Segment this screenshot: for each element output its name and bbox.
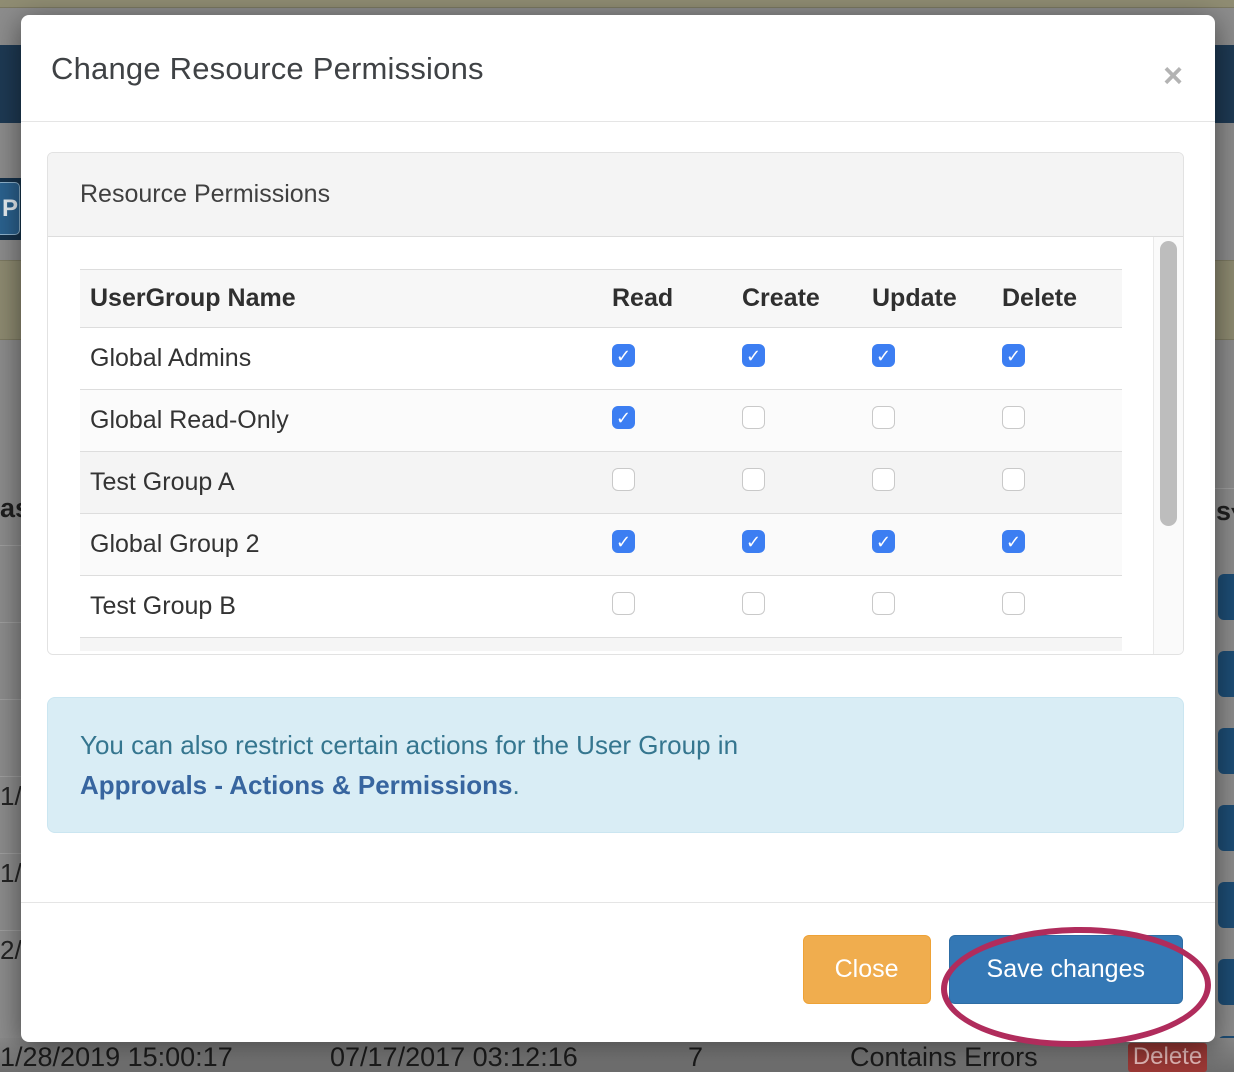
create-checkbox[interactable] [742,529,765,553]
delete-checkbox[interactable] [1002,591,1025,615]
background-action-button-fragment [1218,574,1234,620]
info-text: You can also restrict certain actions fo… [80,730,739,760]
create-checkbox[interactable] [742,405,765,429]
scrollbar-thumb[interactable] [1160,241,1177,526]
background-action-button-fragment [1218,882,1234,928]
approvals-actions-permissions-link: Approvals - Actions & Permissions [80,770,513,800]
permissions-table-body: Global Admins Global Read-Only [80,328,1122,638]
background-publish-button-fragment: Pu [0,182,20,235]
update-checkbox[interactable] [872,405,895,429]
dialog-body: Resource Permissions UserGroup Name Read… [21,122,1215,833]
dialog-header: Change Resource Permissions × [21,15,1215,122]
usergroup-name: Global Admins [90,344,252,372]
header-text-fragment: s [1216,496,1232,526]
dialog-footer: Close Save changes [21,902,1215,1026]
create-checkbox[interactable] [742,343,765,367]
panel-scroll-area[interactable]: UserGroup Name Read Create Update Delete… [48,237,1183,654]
read-checkbox[interactable] [612,343,635,367]
background-row-divider [0,699,21,700]
create-checkbox[interactable] [742,467,765,491]
background-action-button-fragment [1218,805,1234,851]
table-row: Test Group A [80,452,1122,514]
background-cell-date-imported: 07/17/2017 03:12:16 [330,1042,578,1072]
create-checkbox[interactable] [742,591,765,615]
table-header-row: UserGroup Name Read Create Update Delete [80,270,1122,328]
resource-permissions-panel: Resource Permissions UserGroup Name Read… [47,152,1184,655]
table-row: Global Group 2 [80,514,1122,576]
permissions-table: UserGroup Name Read Create Update Delete… [80,269,1122,638]
delete-checkbox[interactable] [1002,529,1025,553]
column-header-usergroup-name: UserGroup Name [90,284,296,312]
close-icon[interactable]: × [1163,57,1183,95]
delete-checkbox[interactable] [1002,343,1025,367]
sort-icon: ▾ [1231,501,1234,521]
column-header-create: Create [742,284,820,312]
background-row-divider [0,930,21,931]
delete-checkbox[interactable] [1002,405,1025,429]
read-checkbox[interactable] [612,405,635,429]
background-action-button-fragment [1218,651,1234,697]
background-row-divider [0,776,21,777]
background-table-row: 1/28/2019 15:00:17 07/17/2017 03:12:16 7… [0,1038,1234,1072]
background-top-strip [0,0,1234,8]
usergroup-name: Test Group B [90,592,236,620]
background-row-divider [1215,488,1234,489]
info-suffix: . [512,770,520,800]
background-action-button-fragment [1218,959,1234,1005]
scrollbar-track[interactable] [1153,237,1183,654]
panel-title: Resource Permissions [48,153,1183,237]
update-checkbox[interactable] [872,529,895,553]
background-cell-date-created: 1/28/2019 15:00:17 [0,1042,233,1072]
background-column-header-fragment-right: s▾ [1216,496,1234,527]
table-row: Test Group B [80,576,1122,638]
update-checkbox[interactable] [872,343,895,367]
usergroup-name: Global Read-Only [90,406,289,434]
update-checkbox[interactable] [872,467,895,491]
read-checkbox[interactable] [612,591,635,615]
delete-checkbox[interactable] [1002,467,1025,491]
read-checkbox[interactable] [612,529,635,553]
info-callout: You can also restrict certain actions fo… [47,697,1184,833]
background-date-fragment: 2/ [0,935,22,965]
background-cell-count: 7 [688,1042,704,1072]
dialog-title: Change Resource Permissions [51,51,484,86]
table-row-partial [80,638,1122,651]
save-changes-button[interactable]: Save changes [948,935,1183,1004]
table-row: Global Admins [80,328,1122,390]
background-cell-status: Contains Errors [850,1042,1038,1072]
background-row-divider [0,622,21,623]
usergroup-name: Test Group A [90,468,235,496]
column-header-delete: Delete [1002,284,1078,312]
change-resource-permissions-dialog: Change Resource Permissions × Resource P… [21,15,1215,1042]
background-row-divider [0,853,21,854]
usergroup-name: Global Group 2 [90,530,260,558]
background-delete-button: Delete [1128,1043,1207,1072]
column-header-read: Read [612,284,674,312]
update-checkbox[interactable] [872,591,895,615]
background-row-divider [0,545,21,546]
background-action-button-fragment [1218,728,1234,774]
column-header-update: Update [872,284,957,312]
table-row: Global Read-Only [80,390,1122,452]
read-checkbox[interactable] [612,467,635,491]
close-button[interactable]: Close [802,935,931,1004]
